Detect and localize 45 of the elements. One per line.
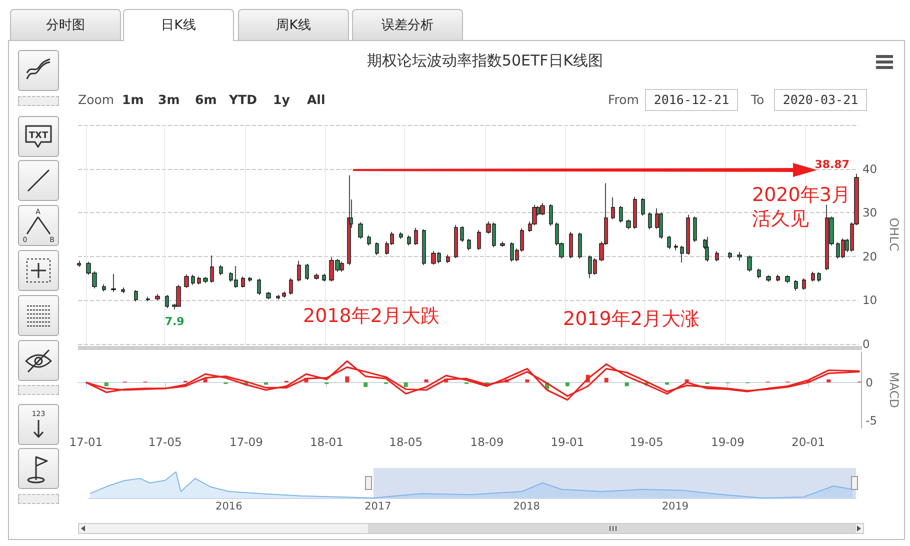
chart-title: 期权论坛波动率指数50ETF日K线图 [366, 52, 604, 70]
annotation: 38.87 [814, 158, 850, 172]
x-tick-label: 17-01 [69, 435, 103, 449]
x-tick-label: 17-09 [229, 435, 263, 449]
annotation: 2018年2月大跌 [303, 304, 440, 328]
text: 误差分析 [352, 9, 463, 40]
text: 2016-12-21 [645, 89, 738, 111]
y-axis-title: OHLC [887, 218, 901, 252]
text: 周K线 [238, 9, 349, 40]
y-tick-label: 30 [862, 206, 878, 220]
text: YTD [229, 92, 257, 107]
text: From [608, 92, 639, 107]
x-tick-label: 2016 [216, 500, 243, 512]
text: Zoom [78, 92, 114, 107]
x-tick-label: 19-01 [550, 435, 584, 449]
text-icon: TXT [18, 116, 59, 157]
y-tick-label: 20 [862, 249, 878, 264]
text: 3m [158, 92, 180, 107]
annotation: 2019年2月大涨 [563, 307, 700, 331]
text: All [307, 92, 326, 107]
x-tick-label: 18-09 [470, 435, 504, 449]
text: 日K线 [123, 9, 234, 41]
y-tick-label: 0 [866, 375, 873, 390]
x-tick-label: 17-05 [148, 435, 182, 449]
x-tick-label: 2018 [513, 500, 540, 512]
annotation: 2020年3月活久见 [752, 183, 852, 231]
x-tick-label: 19-05 [630, 435, 664, 449]
y-tick-label: -5 [866, 413, 878, 428]
x-tick-label: 19-09 [711, 435, 744, 449]
annotation: 7.9 [164, 314, 184, 328]
x-tick-label: 18-05 [389, 435, 423, 449]
x-tick-label: 2017 [364, 500, 392, 512]
x-tick-label: 18-01 [310, 435, 344, 449]
text: 2020-03-21 [774, 89, 867, 111]
y-tick-label: 0 [862, 337, 870, 351]
x-tick-label: 20-01 [791, 435, 825, 449]
text: 6m [195, 92, 217, 107]
y-tick-label: 40 [862, 162, 878, 176]
text: 1m [122, 92, 144, 107]
text: To [751, 92, 764, 107]
x-tick-label: 2019 [662, 500, 689, 512]
y-tick-label: 10 [862, 293, 878, 308]
text: 1y [273, 92, 290, 107]
y-axis-title: MACD [887, 372, 901, 408]
text: 分时图 [10, 9, 121, 40]
